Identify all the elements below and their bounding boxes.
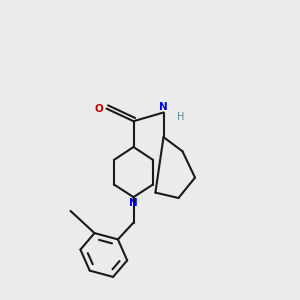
Text: H: H (177, 112, 184, 122)
Text: N: N (129, 198, 138, 208)
Text: O: O (94, 103, 103, 114)
Text: N: N (159, 102, 168, 112)
